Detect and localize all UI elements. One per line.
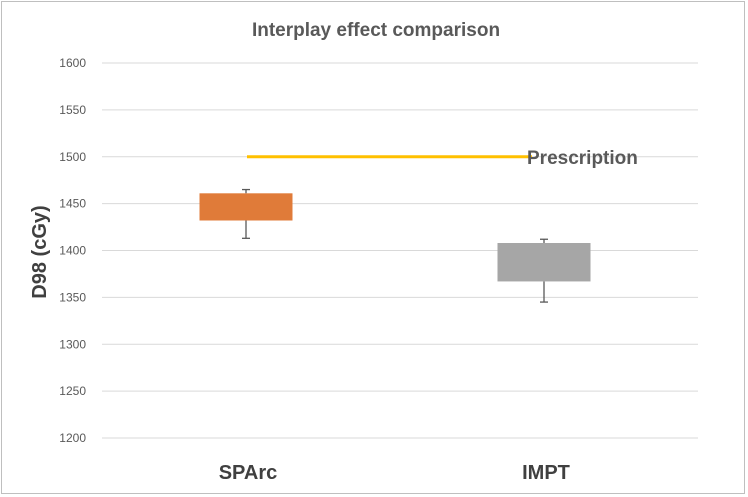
y-tick-label: 1500 [59,150,86,164]
prescription-label: Prescription [527,148,638,169]
chart-title: Interplay effect comparison [252,20,500,41]
y-tick-label: 1550 [59,103,86,117]
x-category-labels: SPArc IMPT [219,462,570,484]
x-category-label-impt: IMPT [522,462,570,484]
y-axis-label: D98 (cGy) [29,205,51,298]
sparc-box [199,193,293,221]
y-tick-label: 1350 [59,290,86,304]
y-tick-label: 1250 [59,384,86,398]
impt-box [497,243,591,282]
boxes [199,188,591,303]
y-tick-label: 1450 [59,197,86,211]
y-tick-label: 1300 [59,337,86,351]
y-tick-labels: 1200 1250 1300 1350 1400 1450 1500 1550 1600 [59,56,86,445]
gridlines [102,62,698,439]
y-tick-label: 1600 [59,56,86,70]
y-tick-label: 1400 [59,244,86,258]
x-category-label-sparc: SPArc [219,462,278,484]
y-tick-label: 1200 [59,431,86,445]
